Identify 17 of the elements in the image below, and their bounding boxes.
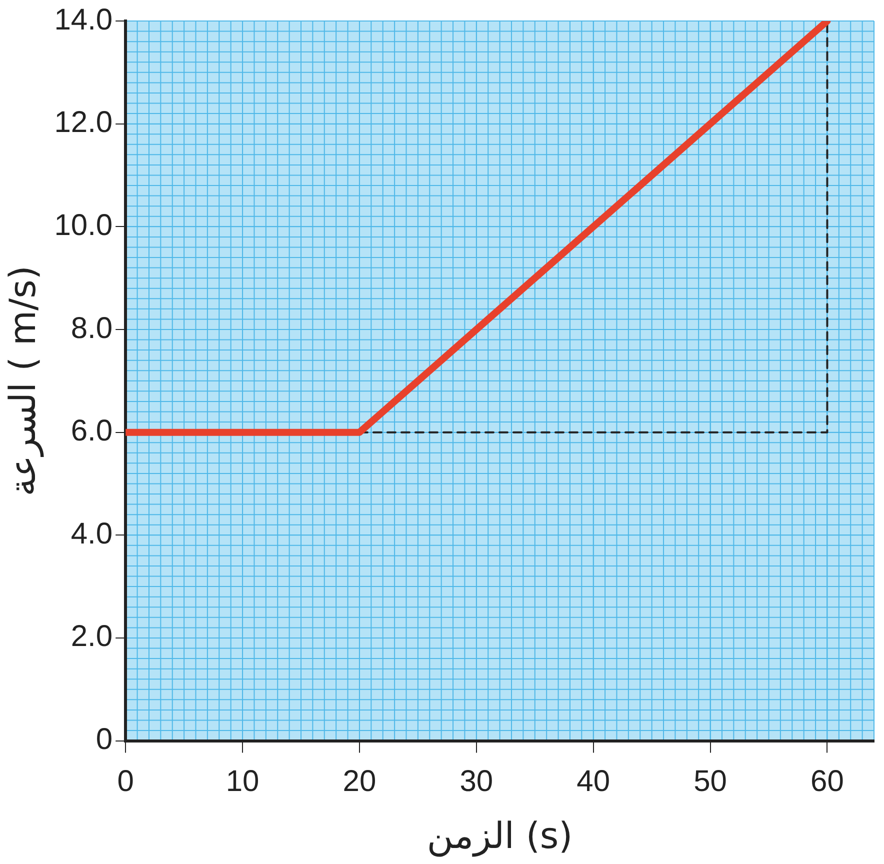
y-tick-label: 0 [96, 723, 113, 756]
x-tick-label: 50 [694, 765, 727, 798]
x-tick-label: 20 [342, 765, 376, 798]
y-tick-label: 10.0 [54, 208, 113, 242]
y-axis-title: السرعة ( m/s) [2, 266, 44, 496]
x-tick-label: 30 [460, 765, 494, 798]
x-tick-label: 10 [226, 765, 260, 798]
x-tick-label: 40 [576, 765, 610, 798]
y-tick-label: 12.0 [54, 106, 113, 140]
y-tick-label: 4.0 [70, 517, 113, 550]
y-tick-label: 8.0 [70, 312, 113, 345]
y-tick-label: 6.0 [70, 414, 113, 448]
x-axis-title: الزمن (s) [426, 816, 573, 857]
x-tick-label: 0 [117, 765, 134, 798]
y-tick-label: 2.0 [70, 620, 113, 654]
y-tick-label: 14.0 [54, 3, 113, 36]
x-tick-label: 60 [810, 765, 844, 798]
